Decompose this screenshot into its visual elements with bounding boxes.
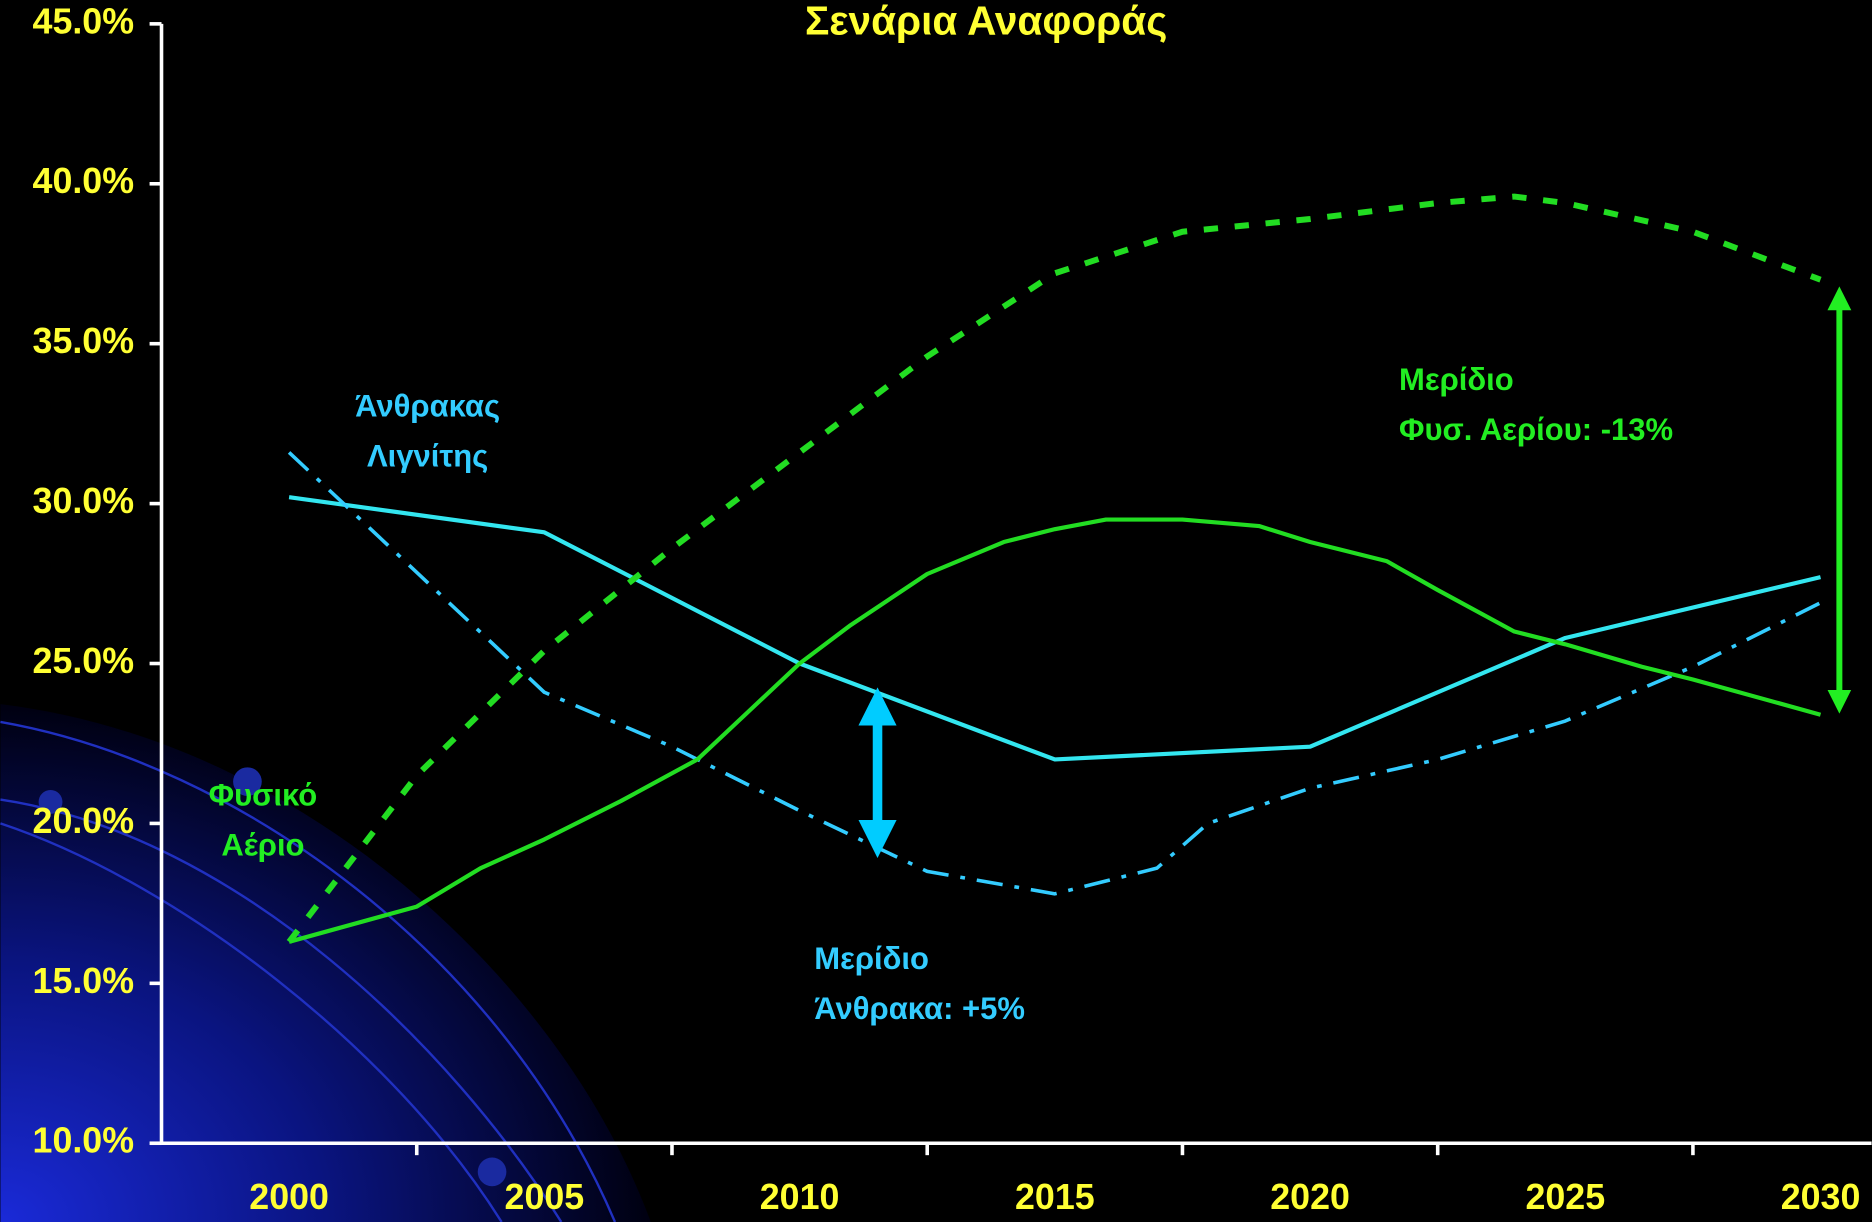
x-tick-label: 2020 [1270, 1177, 1350, 1217]
background-arcs [0, 720, 617, 1222]
y-tick-label: 25.0% [33, 641, 135, 681]
y-tick-label: 30.0% [33, 481, 135, 521]
annotation: Άνθρακας [355, 388, 500, 423]
y-tick-label: 40.0% [33, 161, 135, 201]
x-tick-label: 2015 [1015, 1177, 1095, 1217]
annotation: Μερίδιο [814, 941, 929, 976]
annotation: Φυσικό [209, 777, 318, 812]
background-dot [38, 790, 63, 814]
background-dot [477, 1157, 507, 1187]
annotation: Αέριο [221, 827, 304, 862]
x-tick-label: 2010 [760, 1177, 840, 1217]
y-tick-label: 20.0% [33, 801, 135, 841]
annotation: Λιγνίτης [367, 438, 488, 473]
annotation: Μερίδιο [1399, 362, 1514, 397]
chart-title: Σενάρια Αναφοράς [805, 0, 1167, 44]
series-line [288, 495, 1822, 762]
x-tick-label: 2030 [1781, 1177, 1861, 1217]
y-tick-label: 35.0% [33, 321, 135, 361]
x-tick-label: 2005 [505, 1177, 585, 1217]
plot-area [286, 193, 1822, 944]
annotation: Άνθρακα: +5% [814, 991, 1025, 1026]
y-tick-label: 15.0% [33, 961, 135, 1001]
y-tick-label: 45.0% [33, 1, 135, 41]
y-tick-label: 10.0% [33, 1121, 135, 1161]
series-line [288, 517, 1822, 944]
annotation: Φυσ. Αερίου: -13% [1399, 412, 1673, 447]
series-line [286, 193, 1822, 944]
x-tick-label: 2025 [1525, 1177, 1605, 1217]
x-tick-label: 2000 [249, 1177, 329, 1217]
background-dot [233, 767, 262, 796]
series-line [287, 451, 1822, 896]
